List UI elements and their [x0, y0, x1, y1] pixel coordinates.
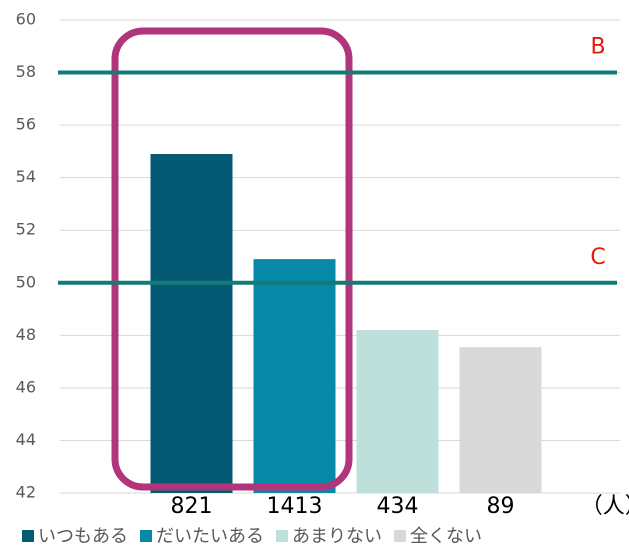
legend-swatch	[394, 530, 406, 542]
y-tick-label: 60	[16, 10, 36, 29]
count-label: 434	[377, 494, 419, 519]
legend-swatch	[140, 530, 152, 542]
count-label: 1413	[267, 494, 323, 519]
y-tick-label: 52	[16, 220, 36, 239]
y-tick-label: 48	[16, 325, 36, 344]
bar	[253, 259, 336, 493]
y-tick-label: 42	[16, 483, 36, 502]
legend-swatch	[22, 530, 34, 542]
legend-label: いつもある	[38, 526, 128, 546]
bar	[356, 330, 439, 493]
y-tick-label: 58	[16, 62, 36, 81]
count-label: 89	[487, 494, 515, 519]
count-unit: （人）	[581, 494, 629, 519]
legend-label: だいたいある	[156, 526, 264, 546]
y-tick-label: 44	[16, 430, 36, 449]
legend-label: あまりない	[292, 526, 382, 546]
y-tick-label: 56	[16, 115, 36, 134]
bar	[150, 154, 233, 493]
count-label: 821	[171, 494, 213, 519]
y-tick-label: 46	[16, 377, 36, 396]
reference-label: B	[590, 35, 605, 60]
legend-label: 全くない	[410, 526, 482, 546]
legend-swatch	[276, 530, 288, 542]
y-tick-label: 54	[16, 167, 36, 186]
reference-label: C	[590, 245, 605, 270]
y-tick-label: 50	[16, 272, 36, 291]
bar	[459, 347, 542, 493]
highlight-box	[111, 27, 353, 491]
